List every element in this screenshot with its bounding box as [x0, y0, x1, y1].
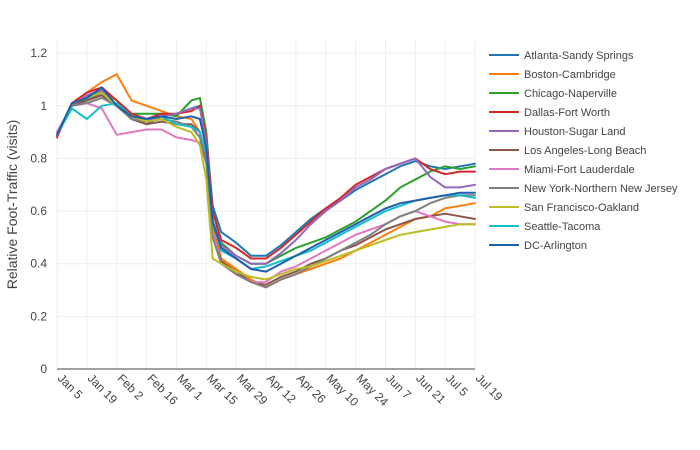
- x-tick-label: Mar 15: [204, 371, 241, 408]
- x-tick-label: Feb 2: [115, 371, 147, 403]
- legend-item[interactable]: New York-Northern New Jersey: [489, 183, 678, 195]
- legend-item[interactable]: Boston-Cambridge: [489, 69, 616, 81]
- x-tick-label: Jan 5: [55, 371, 86, 402]
- x-tick-label: Mar 29: [234, 371, 271, 408]
- legend-label: Miami-Fort Lauderdale: [524, 164, 635, 176]
- legend-item[interactable]: DC-Arlington: [489, 240, 587, 252]
- y-tick-label: 1: [40, 99, 47, 113]
- series-line: [56, 86, 476, 273]
- series-lines: [56, 73, 476, 289]
- legend-label: Boston-Cambridge: [524, 69, 616, 81]
- legend-label: New York-Northern New Jersey: [524, 183, 678, 195]
- y-tick-label: 0.2: [30, 309, 47, 323]
- y-tick-label: 0.6: [30, 204, 47, 218]
- legend-item[interactable]: Los Angeles-Long Beach: [489, 145, 646, 157]
- x-tick-label: Apr 12: [264, 371, 299, 406]
- legend-label: San Francisco-Oakland: [524, 202, 639, 214]
- legend-item[interactable]: Chicago-Naperville: [489, 88, 617, 100]
- legend-label: Atlanta-Sandy Springs: [524, 50, 634, 62]
- legend-item[interactable]: Atlanta-Sandy Springs: [489, 50, 634, 62]
- y-tick-label: 0.4: [30, 257, 47, 271]
- legend-label: Los Angeles-Long Beach: [524, 145, 646, 157]
- legend-item[interactable]: Seattle-Tacoma: [489, 221, 601, 233]
- legend-label: Dallas-Fort Worth: [524, 107, 610, 119]
- y-axis-title: Relative Foot-Traffic (visits): [4, 120, 20, 290]
- legend-item[interactable]: Houston-Sugar Land: [489, 126, 626, 138]
- x-tick-label: Apr 26: [294, 371, 329, 406]
- legend-item[interactable]: Dallas-Fort Worth: [489, 107, 610, 119]
- series-line: [56, 73, 476, 289]
- legend-item[interactable]: Miami-Fort Lauderdale: [489, 164, 635, 176]
- x-tick-label: May 24: [353, 371, 391, 409]
- x-tick-label: Jun 21: [413, 371, 449, 407]
- legend-label: Seattle-Tacoma: [524, 221, 601, 233]
- x-tick-label: Jul 19: [473, 371, 506, 404]
- x-tick-label: Feb 16: [144, 371, 181, 408]
- x-tick-label: Jan 19: [85, 371, 121, 407]
- y-tick-label: 0: [40, 362, 47, 376]
- legend-label: Chicago-Naperville: [524, 88, 617, 100]
- y-tick-label: 0.8: [30, 151, 47, 165]
- x-tick-label: May 10: [324, 371, 362, 409]
- grid: [56, 40, 476, 369]
- legend-item[interactable]: San Francisco-Oakland: [489, 202, 639, 214]
- legend[interactable]: Atlanta-Sandy Springs Boston-Cambridge Chi…: [489, 50, 678, 252]
- series-line: [56, 96, 476, 289]
- legend-label: Houston-Sugar Land: [524, 126, 626, 138]
- y-tick-label: 1.2: [30, 46, 47, 60]
- legend-label: DC-Arlington: [524, 240, 587, 252]
